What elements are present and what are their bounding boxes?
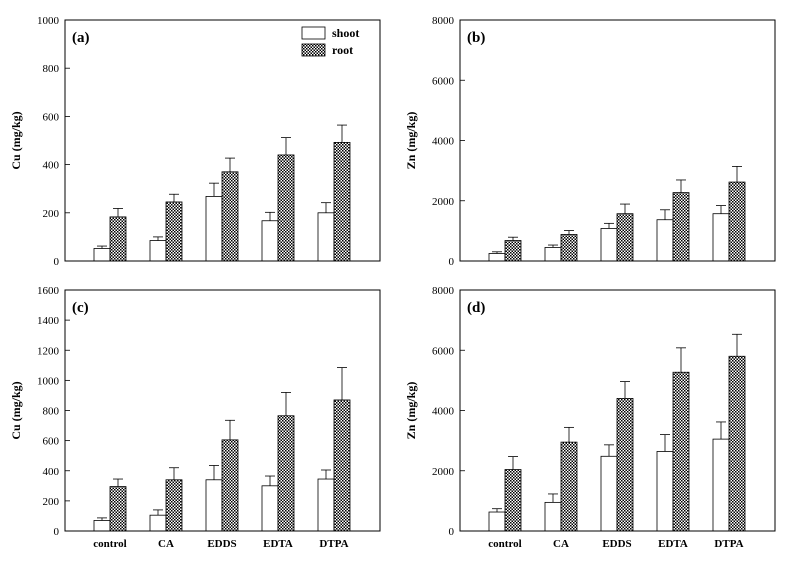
y-tick-label: 800 xyxy=(43,406,60,418)
x-tick-label: EDDS xyxy=(602,538,631,550)
shoot-bar xyxy=(712,438,730,532)
shoot-bar xyxy=(488,253,506,262)
y-tick-label: 0 xyxy=(449,526,455,538)
root-bar xyxy=(277,415,295,532)
root-bar xyxy=(616,398,634,532)
y-tick-label: 200 xyxy=(43,496,60,508)
panel-label: (a) xyxy=(72,30,90,46)
y-tick-label: 400 xyxy=(43,466,60,478)
shoot-bar xyxy=(205,479,223,532)
root-bar xyxy=(728,181,746,262)
chart-panel-2: 0 2000 4000 6000 8000 Zn (mg/kg) (b) xyxy=(404,15,776,268)
y-tick-label: 1000 xyxy=(37,15,60,27)
y-tick-label: 0 xyxy=(54,526,60,538)
y-tick-label: 6000 xyxy=(432,75,455,87)
y-axis-label: Cu (mg/kg) xyxy=(9,111,23,169)
x-tick-label: EDTA xyxy=(263,538,293,550)
y-tick-label: 1000 xyxy=(37,375,60,387)
shoot-bar xyxy=(261,485,279,532)
y-tick-label: 1600 xyxy=(37,285,60,297)
plot-frame xyxy=(64,19,381,262)
legend-swatch-root xyxy=(301,43,326,57)
root-bar xyxy=(333,142,351,262)
root-bar xyxy=(560,441,578,532)
shoot-bar xyxy=(149,240,167,262)
y-tick-label: 2000 xyxy=(432,196,455,208)
shoot-bar xyxy=(712,213,730,262)
shoot-bar xyxy=(261,220,279,262)
legend-label-root: root xyxy=(332,43,353,57)
y-axis-label: Cu (mg/kg) xyxy=(9,381,23,439)
x-tick-label: control xyxy=(488,538,521,550)
x-tick-label: EDDS xyxy=(207,538,236,550)
root-bar xyxy=(165,201,183,262)
legend-label-shoot: shoot xyxy=(332,26,359,40)
root-bar xyxy=(672,371,690,532)
root-bar xyxy=(221,171,239,262)
shoot-bar xyxy=(656,219,674,262)
shoot-bar xyxy=(93,248,111,262)
shoot-bar xyxy=(149,514,167,532)
root-bar xyxy=(504,240,522,262)
y-tick-label: 200 xyxy=(43,208,60,220)
shoot-bar xyxy=(317,212,335,262)
chart-panel-1: 0 200 400 600 800 1000 Cu (mg/kg) (a) shoot root xyxy=(9,15,381,268)
x-tick-label: DTPA xyxy=(714,538,743,550)
y-tick-label: 800 xyxy=(43,63,60,75)
root-bar xyxy=(672,192,690,262)
chart-panel-4: control CA EDDS EDTA DTPA 0 2000 4000 6000 8000 Zn… xyxy=(404,285,776,550)
root-bar xyxy=(109,216,127,262)
y-tick-label: 8000 xyxy=(432,285,455,297)
y-axis-label: Zn (mg/kg) xyxy=(404,382,418,440)
y-tick-label: 6000 xyxy=(432,345,455,357)
y-tick-label: 4000 xyxy=(432,406,455,418)
x-tick-label: EDTA xyxy=(658,538,688,550)
y-tick-label: 1200 xyxy=(37,345,60,357)
shoot-bar xyxy=(600,228,618,262)
x-tick-label: DTPA xyxy=(319,538,348,550)
shoot-bar xyxy=(544,247,562,262)
root-bar xyxy=(616,213,634,262)
root-bar xyxy=(728,355,746,532)
shoot-bar xyxy=(600,455,618,532)
legend-swatch-shoot xyxy=(301,26,326,40)
y-tick-label: 8000 xyxy=(432,15,455,27)
root-bar xyxy=(109,486,127,532)
shoot-bar xyxy=(544,501,562,532)
x-tick-label: CA xyxy=(158,538,174,550)
root-bar xyxy=(277,154,295,262)
shoot-bar xyxy=(93,520,111,532)
y-tick-label: 600 xyxy=(43,436,60,448)
y-tick-label: 0 xyxy=(449,256,455,268)
panel-label: (b) xyxy=(467,30,485,46)
shoot-bar xyxy=(317,478,335,532)
y-tick-label: 400 xyxy=(43,160,60,172)
root-bar xyxy=(560,234,578,262)
y-tick-label: 600 xyxy=(43,111,60,123)
y-tick-label: 0 xyxy=(54,256,60,268)
x-tick-label: CA xyxy=(553,538,569,550)
root-bar xyxy=(221,439,239,532)
root-bar xyxy=(333,399,351,532)
panel-label: (c) xyxy=(72,300,89,316)
root-bar xyxy=(165,479,183,532)
y-axis-label: Zn (mg/kg) xyxy=(404,112,418,170)
root-bar xyxy=(504,469,522,532)
shoot-bar xyxy=(656,451,674,532)
panel-label: (d) xyxy=(467,300,485,316)
shoot-bar xyxy=(205,196,223,262)
shoot-bar xyxy=(488,511,506,532)
x-tick-label: control xyxy=(93,538,126,550)
y-tick-label: 1400 xyxy=(37,315,60,327)
y-tick-label: 2000 xyxy=(432,466,455,478)
y-tick-label: 4000 xyxy=(432,136,455,148)
chart-panel-3: control CA EDDS EDTA DTPA 0 200 400 600 800 1000 12… xyxy=(9,285,381,550)
